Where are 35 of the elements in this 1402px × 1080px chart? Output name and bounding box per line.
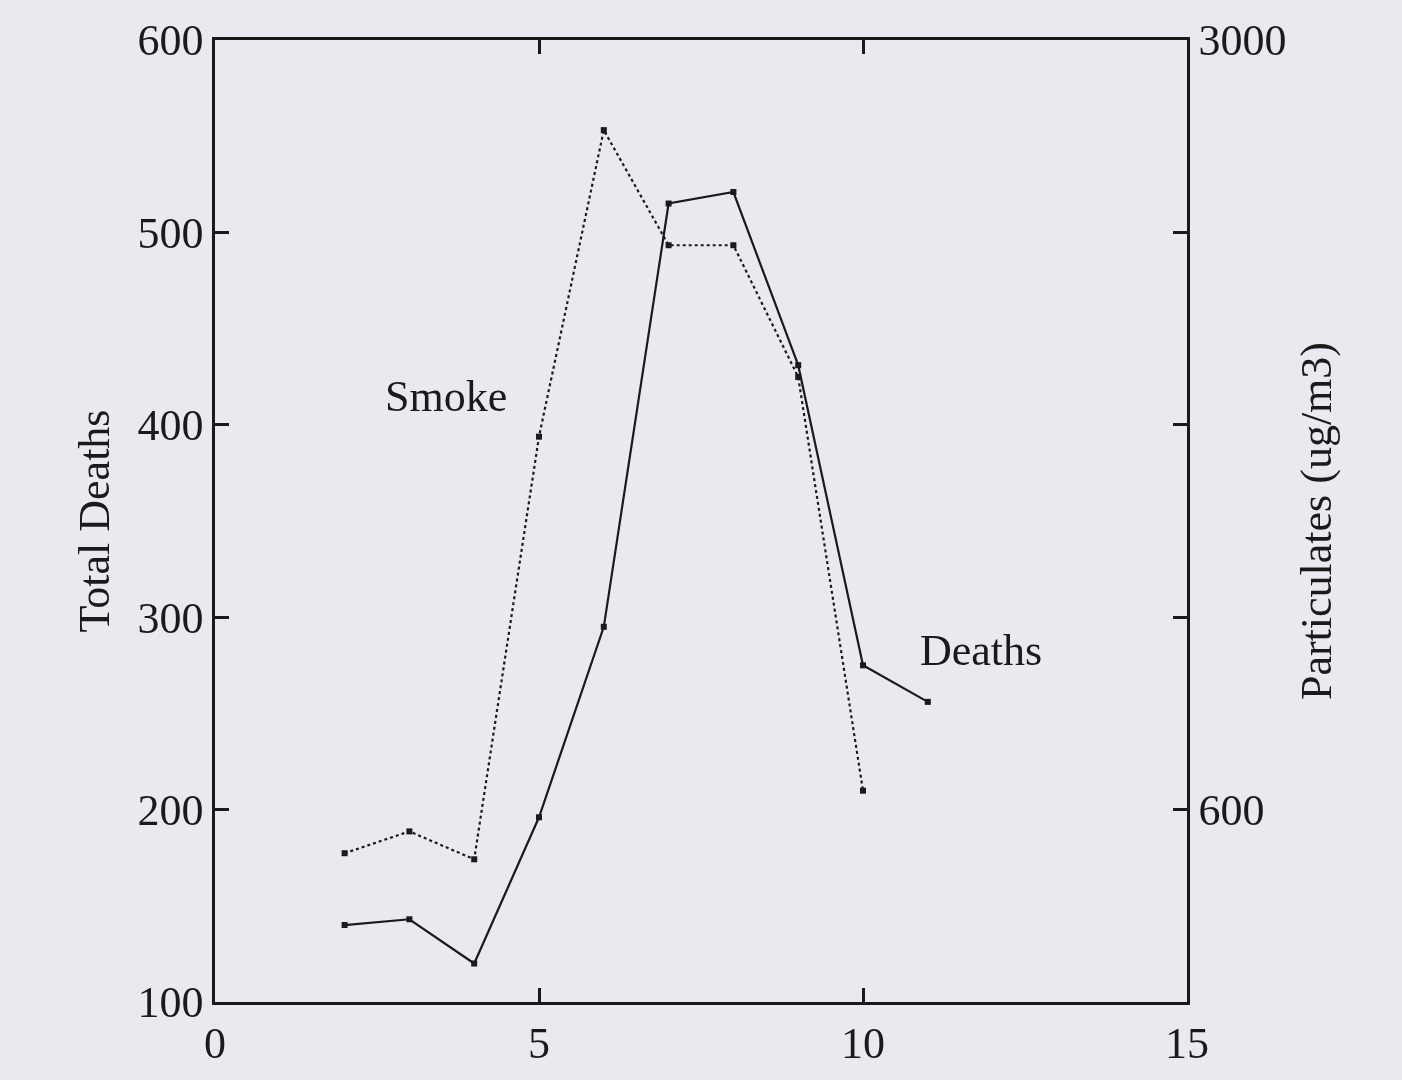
point [730, 242, 737, 249]
point [600, 623, 607, 630]
point [860, 787, 866, 794]
x-tick-label: 15 [1165, 1018, 1209, 1068]
x-tick-label: 0 [204, 1018, 226, 1068]
point [471, 856, 478, 863]
y-tick-label: 600 [137, 16, 204, 66]
y-tick-label: 200 [137, 786, 204, 835]
point [665, 200, 672, 207]
point [406, 828, 413, 835]
y-axis-title: Total Deaths [69, 409, 119, 633]
point [795, 374, 802, 381]
point [341, 922, 348, 929]
y-tick-label: 100 [137, 978, 204, 1028]
point [536, 814, 542, 821]
y2-axis-title: Particulates (ug/m3) [1291, 341, 1341, 701]
y2-tick-label: 3000 [1198, 16, 1287, 66]
y2-tick-label: 600 [1198, 786, 1265, 835]
y-tick-label: 500 [137, 208, 204, 258]
series-label: Deaths [920, 626, 1043, 675]
point [341, 850, 348, 857]
y-tick-label: 300 [137, 593, 204, 643]
point [600, 127, 607, 134]
point [730, 189, 737, 195]
x-tick-label: 5 [528, 1018, 550, 1068]
point [406, 916, 413, 923]
point [471, 960, 478, 967]
point [665, 242, 672, 249]
point [924, 698, 931, 705]
x-tick-label: 10 [841, 1018, 885, 1068]
point [536, 433, 542, 440]
y-tick-label: 400 [137, 401, 204, 451]
point [860, 662, 866, 669]
series-label: Smoke [385, 372, 508, 421]
point [795, 362, 802, 369]
